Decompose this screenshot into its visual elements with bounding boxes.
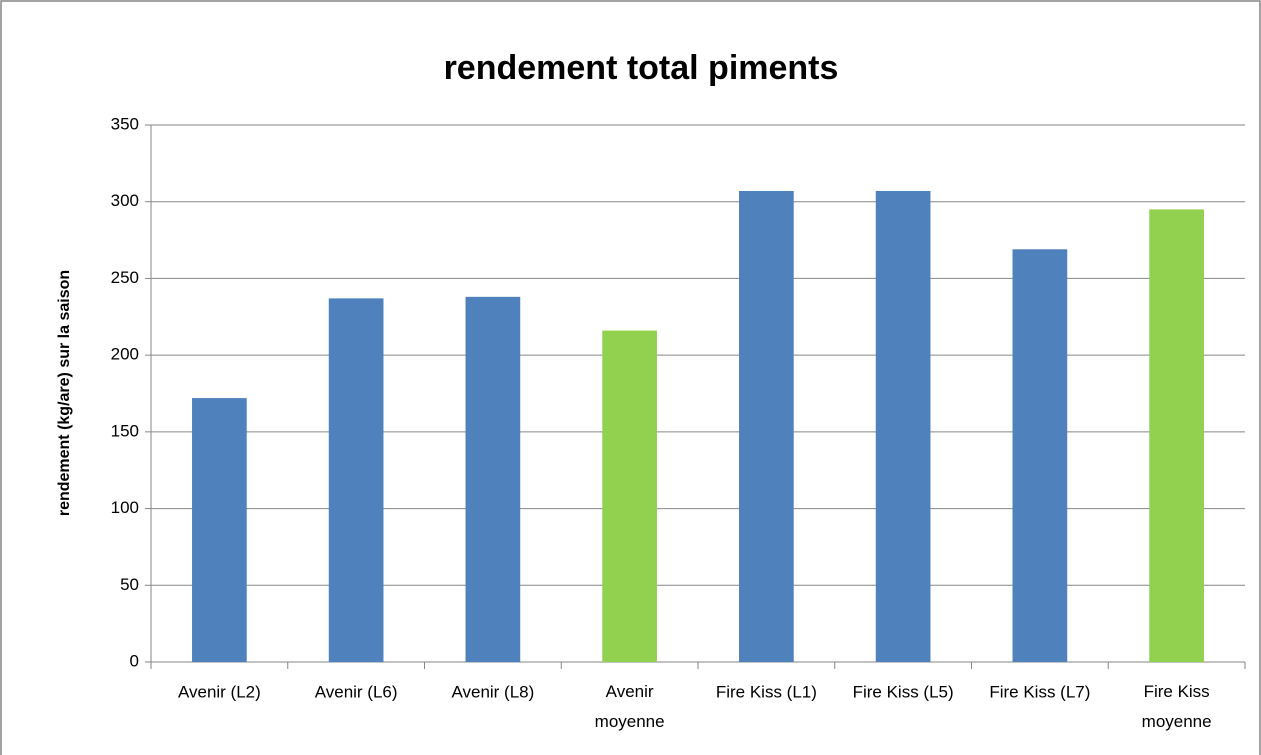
x-tick-label: Avenir moyenne (595, 682, 665, 731)
y-tick-label: 50 (120, 575, 139, 594)
y-axis-label: rendement (kg/are) sur la saison (56, 270, 73, 516)
y-tick-label: 0 (130, 651, 139, 670)
y-tick-label: 350 (111, 114, 139, 133)
y-tick-label: 300 (111, 191, 139, 210)
y-tick-label: 100 (111, 498, 139, 517)
y-tick-label: 200 (111, 345, 139, 364)
x-tick-label: Avenir (L6) (315, 682, 398, 701)
bar (465, 296, 521, 662)
bar (1012, 249, 1068, 662)
bar (602, 330, 657, 662)
x-tick-label: Avenir (L2) (178, 682, 261, 701)
x-tick-label: Avenir (L8) (451, 682, 534, 701)
bar (739, 190, 794, 662)
bar (192, 398, 247, 662)
bar (328, 298, 384, 662)
y-tick-label: 250 (111, 268, 139, 287)
x-tick-label: Fire Kiss (L5) (853, 682, 954, 701)
chart-title: rendement total piments (444, 49, 839, 87)
bar (875, 190, 931, 662)
y-tick-label: 150 (111, 421, 139, 440)
x-tick-label: Fire Kiss (L1) (716, 682, 817, 701)
x-tick-label: Fire Kiss (L7) (989, 682, 1090, 701)
x-tick-label: Fire Kiss moyenne (1142, 682, 1212, 731)
bar (1149, 209, 1204, 662)
